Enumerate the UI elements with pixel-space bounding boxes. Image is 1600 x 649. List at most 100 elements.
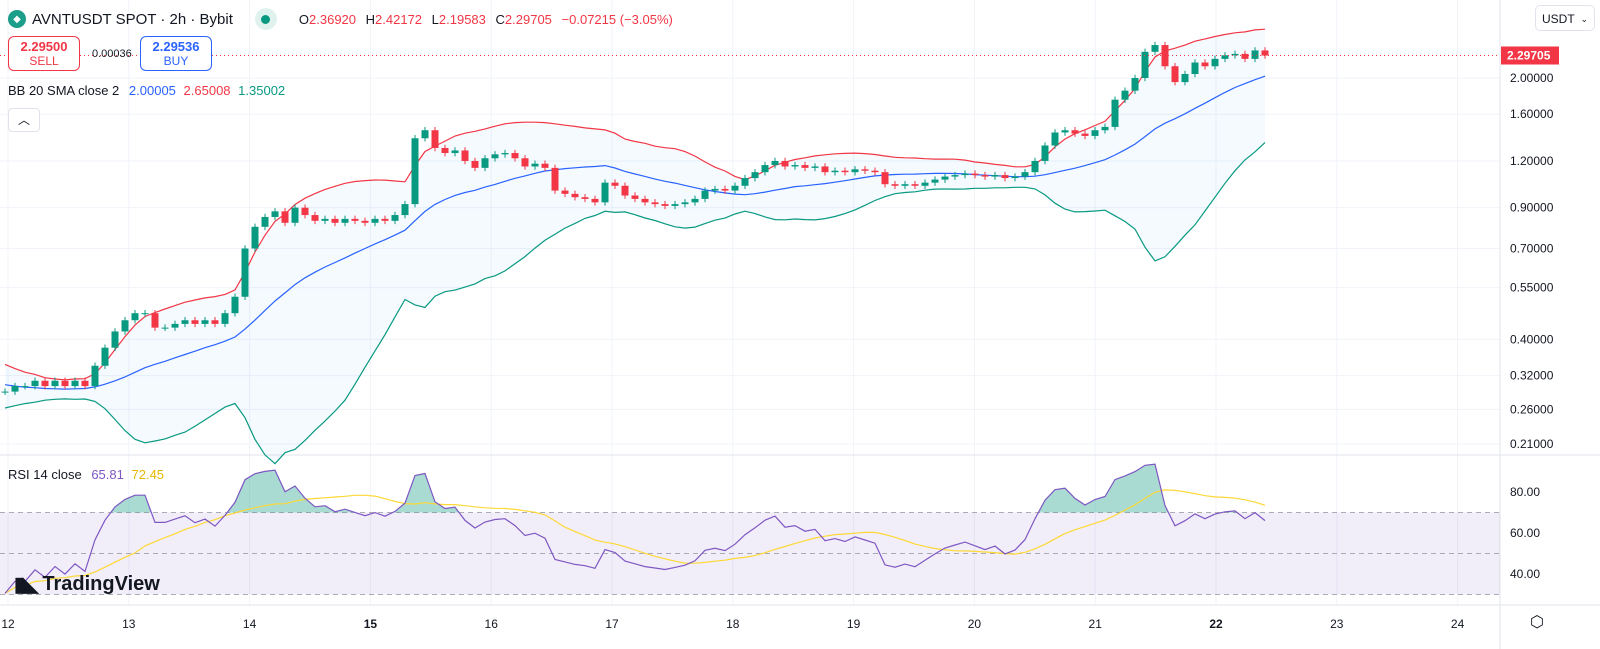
candle-body	[121, 320, 129, 332]
candle	[21, 382, 29, 390]
candle	[191, 317, 199, 328]
candle-body	[1071, 130, 1079, 134]
price-tick-label: 0.40000	[1510, 332, 1554, 346]
candle	[1081, 130, 1089, 140]
candle	[481, 155, 489, 172]
symbol-title[interactable]: AVNTUSDT SPOT · 2h · Bybit	[32, 10, 233, 28]
candle	[711, 185, 719, 194]
candle-body	[301, 207, 309, 216]
candle-body	[411, 138, 419, 205]
low-label: L	[431, 11, 439, 27]
candle-body	[641, 198, 649, 203]
last-price-badge	[1501, 46, 1559, 65]
candle-body	[1151, 45, 1159, 52]
price-tick-label: 2.00000	[1510, 71, 1554, 85]
candle-body	[201, 320, 209, 324]
candle	[91, 362, 99, 390]
candle	[951, 171, 959, 180]
tradingview-logo[interactable]: ▮◣ TradingView	[14, 572, 160, 597]
candle-body	[771, 160, 779, 166]
currency-label: USDT	[1542, 12, 1575, 26]
rsi-value: 65.81	[91, 467, 124, 482]
candle-body	[481, 158, 489, 168]
candle	[51, 377, 59, 390]
time-tick-label: 17	[605, 617, 619, 631]
candle-body	[1061, 130, 1069, 133]
candle-body	[741, 178, 749, 186]
candle	[1141, 48, 1149, 82]
candle-body	[1091, 130, 1099, 136]
candle-body	[1171, 66, 1179, 83]
bb-basis-line	[4, 75, 1266, 390]
candle	[1051, 129, 1059, 149]
candle-body	[691, 198, 699, 203]
price-tick-label: 0.90000	[1510, 201, 1554, 215]
candle-body	[941, 176, 949, 180]
time-tick-label: 19	[847, 617, 861, 631]
bb-basis-value: 2.00005	[128, 83, 176, 98]
price-tick-label: 0.32000	[1510, 369, 1554, 383]
candle	[1021, 168, 1029, 180]
candle	[661, 200, 669, 210]
candle	[1011, 173, 1019, 182]
rsi-legend[interactable]: RSI 14 close 65.81 72.45	[8, 467, 164, 482]
collapse-legend-button[interactable]: ︿	[8, 108, 40, 132]
candle-body	[1111, 99, 1119, 127]
candle-body	[1201, 62, 1209, 67]
rsi-tick-label: 80.00	[1510, 485, 1540, 499]
time-tick-label: 18	[726, 617, 740, 631]
candle	[1121, 87, 1129, 103]
bb-fill	[5, 29, 1265, 464]
bb-legend[interactable]: BB 20 SMA close 2 2.00005 2.65008 1.3500…	[8, 83, 285, 98]
candle	[631, 192, 639, 203]
price-tick-label: 0.70000	[1510, 241, 1554, 255]
candle-body	[161, 327, 169, 329]
candle	[1211, 55, 1219, 70]
high-value: 2.42172	[375, 11, 423, 27]
candle	[641, 195, 649, 206]
settings-gear-icon[interactable]: ⬡	[1530, 614, 1544, 631]
candle-body	[801, 165, 809, 168]
candle	[361, 217, 369, 227]
candle-body	[761, 165, 769, 173]
buy-button[interactable]: 2.29536 BUY	[140, 36, 212, 71]
sell-button[interactable]: 2.29500 SELL	[8, 36, 80, 71]
candle	[1, 388, 9, 395]
price-tick-label: 0.26000	[1510, 402, 1554, 416]
candle-body	[631, 195, 639, 199]
time-tick-label: 22	[1209, 617, 1223, 631]
tradingview-logo-icon: ▮◣	[14, 574, 38, 596]
candle	[41, 377, 49, 390]
candle	[301, 204, 309, 219]
candle-body	[391, 215, 399, 221]
candle	[401, 200, 409, 219]
candle-body	[791, 165, 799, 167]
candle	[1181, 70, 1189, 86]
candle	[741, 174, 749, 190]
price-tick-label: 0.55000	[1510, 281, 1554, 295]
candle	[181, 317, 189, 328]
candle	[971, 170, 979, 179]
candle-body	[1101, 126, 1109, 131]
rsi-tick-label: 40.00	[1510, 567, 1540, 581]
candle	[811, 163, 819, 172]
candle-body	[871, 170, 879, 173]
candle-body	[511, 153, 519, 159]
candle-body	[661, 204, 669, 206]
chevron-up-icon: ︿	[17, 113, 30, 127]
candle-body	[421, 130, 429, 139]
candle	[441, 144, 449, 157]
candle-body	[601, 182, 609, 203]
candle-body	[491, 154, 499, 159]
candle-body	[241, 248, 249, 297]
candle	[271, 208, 279, 221]
candle-body	[71, 380, 79, 387]
currency-select[interactable]: USDT ⌄	[1535, 5, 1595, 31]
candle-body	[271, 211, 279, 217]
candle-body	[311, 215, 319, 221]
candle-body	[1001, 175, 1009, 179]
candle	[381, 215, 389, 225]
candle-body	[841, 170, 849, 173]
candle	[1001, 171, 1009, 182]
